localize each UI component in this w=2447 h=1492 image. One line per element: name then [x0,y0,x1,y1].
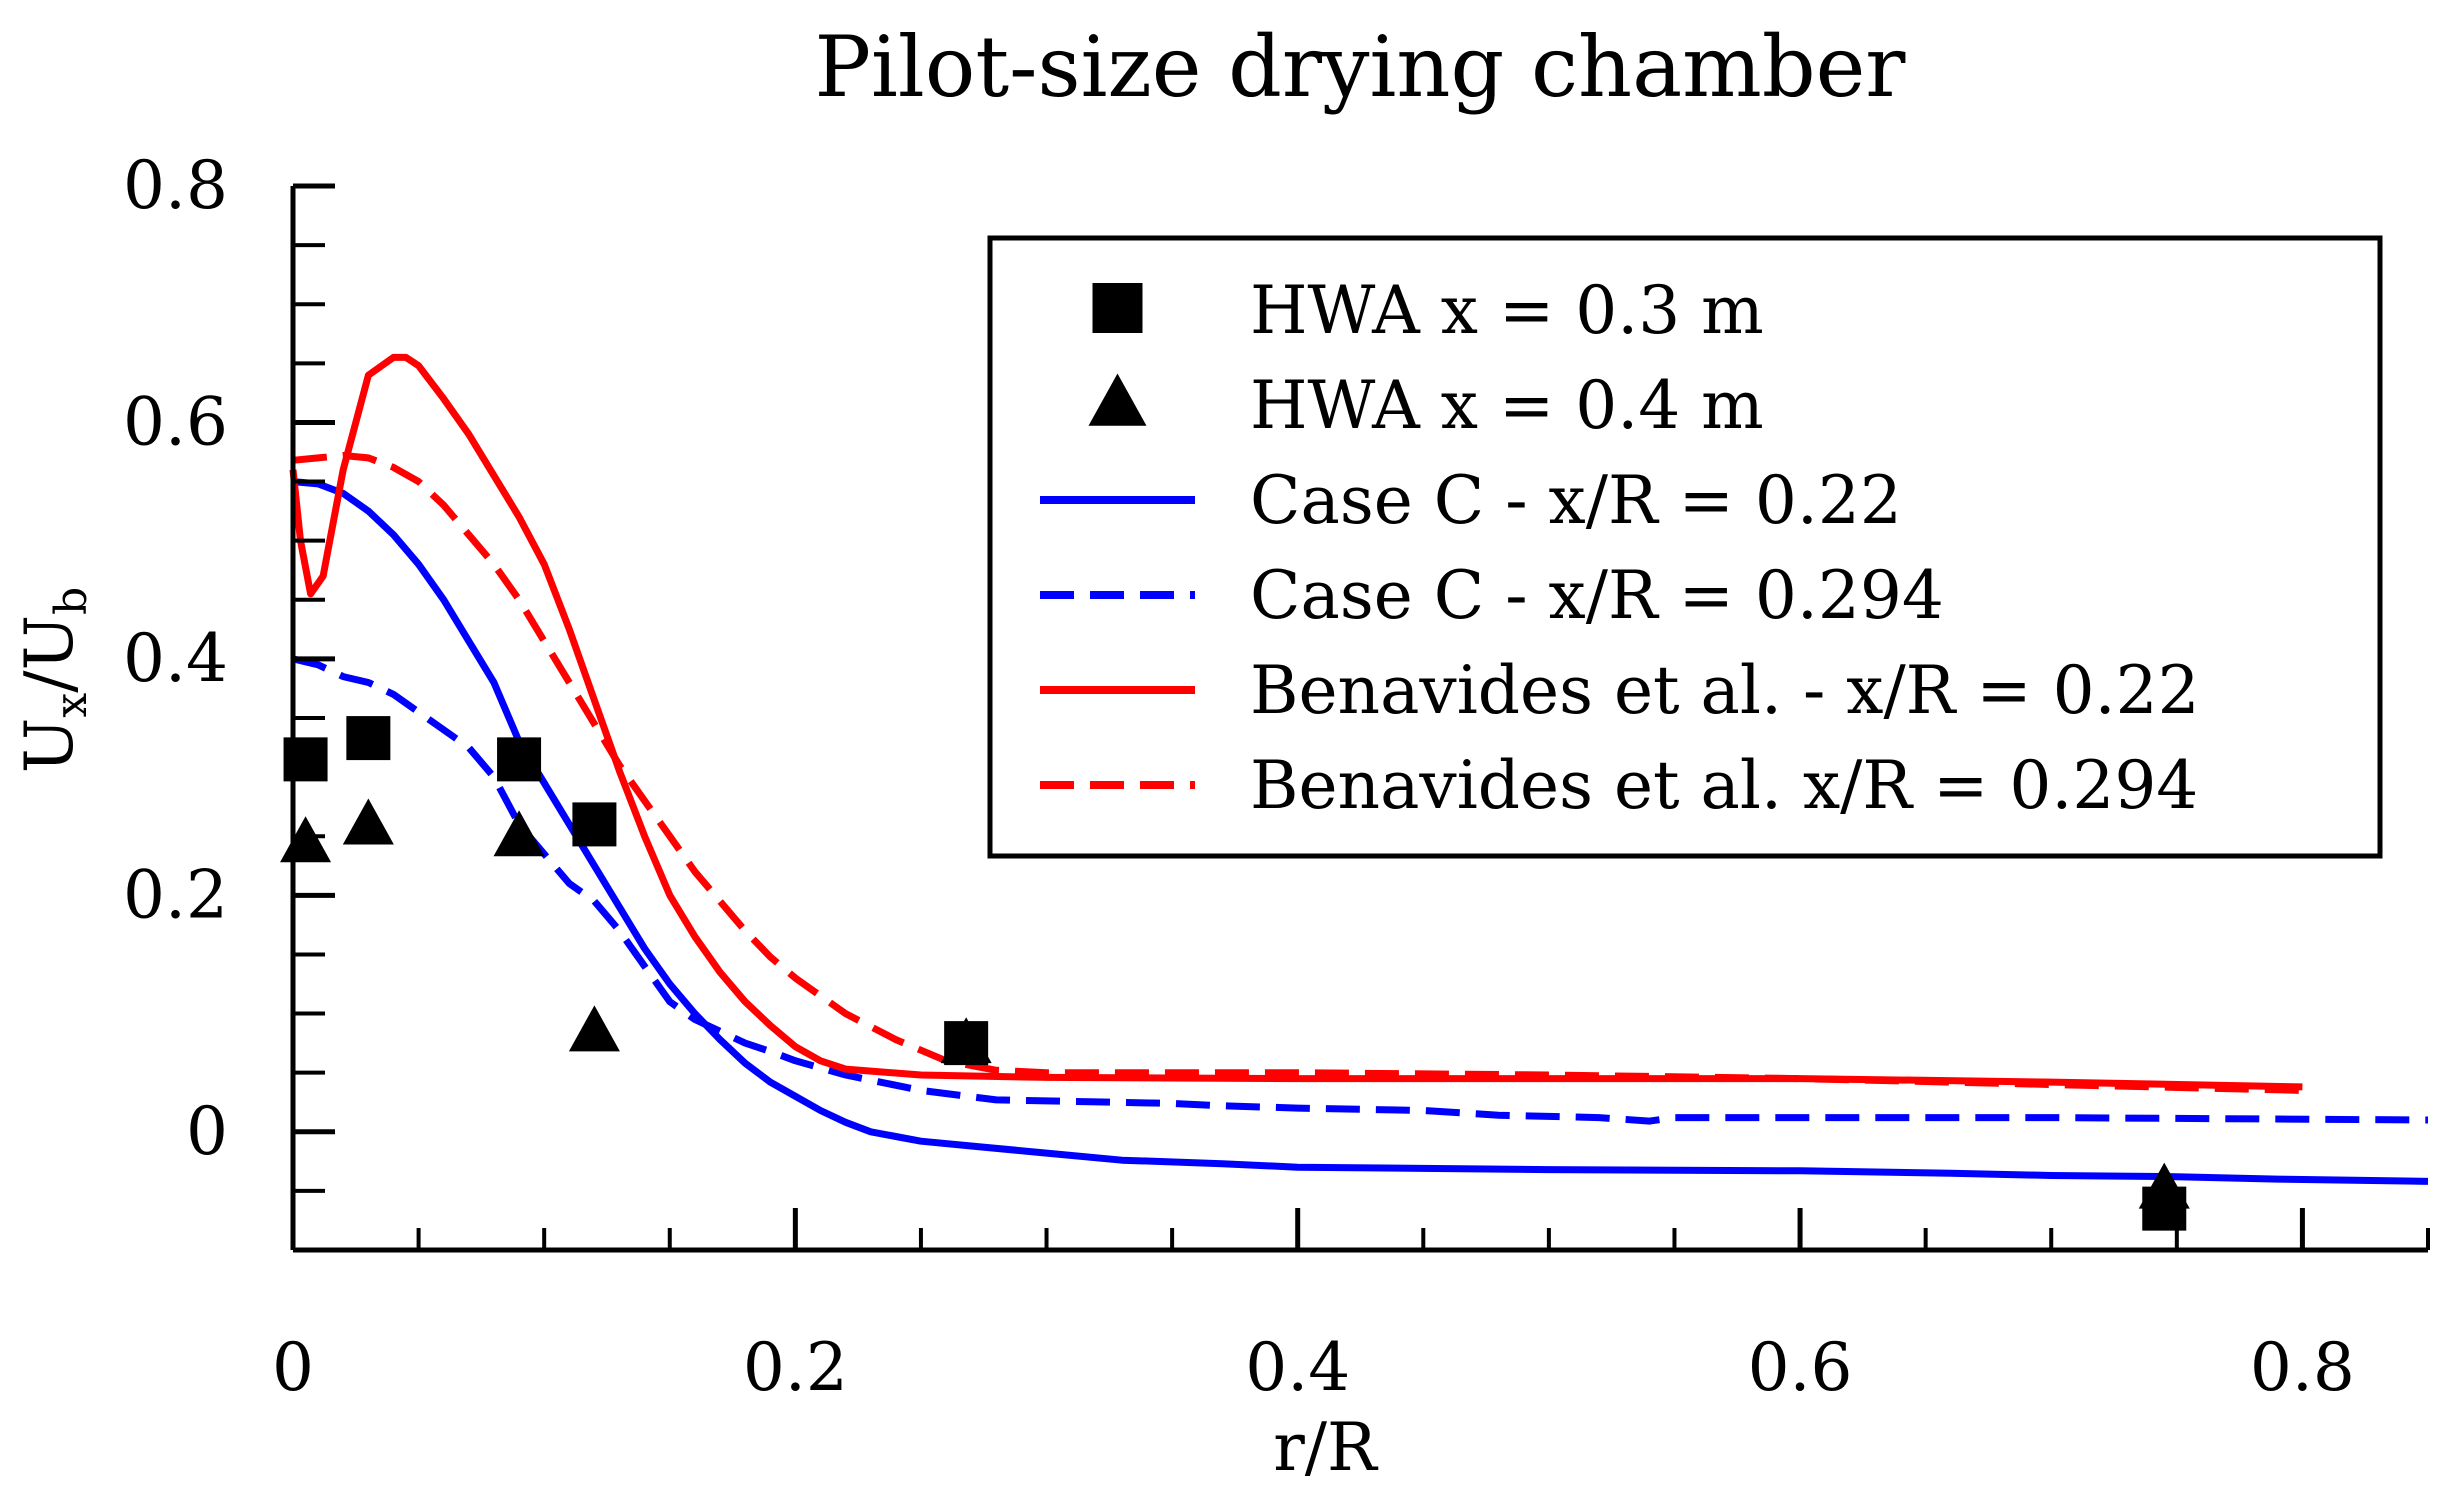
legend-label-benavides-et-al-x-r-0-22: Benavides et al. - x/R = 0.22 [1250,652,2200,729]
legend-box [987,235,2383,859]
y-tick-label: 0.2 [123,856,228,933]
series-line-case-c-x-r-0-22 [292,478,2429,1185]
legend-label-hwa-x-0-3-m: HWA x = 0.3 m [1250,272,1764,349]
data-point-hwa-x-0-3-m [497,737,542,782]
legend-label-case-c-x-r-0-294: Case C - x/R = 0.294 [1250,557,1944,634]
data-point-hwa-x-0-3-m [283,737,328,782]
y-tick-label: 0.8 [123,147,228,224]
x-tick-label: 0 [272,1329,314,1406]
data-point-hwa-x-0-4-m [342,798,394,845]
x-tick-label: 0.6 [1748,1329,1853,1406]
legend-label-benavides-et-al-x-r-0-294: Benavides et al. x/R = 0.294 [1250,747,2198,824]
data-point-hwa-x-0-3-m [346,716,391,761]
data-point-hwa-x-0-4-m [493,810,545,857]
data-point-hwa-x-0-4-m [940,1017,992,1064]
legend-label-case-c-x-r-0-22: Case C - x/R = 0.22 [1250,462,1902,539]
y-axis-label: Ux/Ub [11,587,97,773]
series-layer [280,353,2429,1231]
y-tick-label: 0 [186,1093,228,1170]
series-line-case-c-x-r-0-294 [292,655,2429,1125]
y-tick-label: 0.4 [123,620,228,697]
legend-items: HWA x = 0.3 m HWA x = 0.4 m Case C - x/R =… [1040,272,2200,824]
x-tick-label: 0.4 [1245,1329,1350,1406]
legend-label-hwa-x-0-4-m: HWA x = 0.4 m [1250,367,1764,444]
series-line-benavides-et-al-x-r-0-294 [292,452,2303,1094]
legend: HWA x = 0.3 m HWA x = 0.4 m Case C - x/R =… [987,235,2383,859]
legend-marker-hwa-x-0-4-m [1088,373,1147,426]
data-point-hwa-x-0-4-m [2138,1162,2190,1209]
x-tick-label: 0.8 [2250,1329,2355,1406]
axes: 0 0.2 0.4 0.6 0.8 0 0.2 0.4 0.6 0.8 [123,147,2430,1406]
chart-title: Pilot-size drying chamber [815,18,1907,116]
y-tick-label: 0.6 [123,383,228,460]
series-line-benavides-et-al-x-r-0-22 [289,353,2303,1091]
x-tick-label: 0.2 [743,1329,848,1406]
legend-marker-hwa-x-0-3-m [1092,283,1143,333]
x-axis-label: r/R [1273,1409,1379,1486]
data-point-hwa-x-0-3-m [572,802,617,847]
data-point-hwa-x-0-4-m [568,1005,620,1052]
